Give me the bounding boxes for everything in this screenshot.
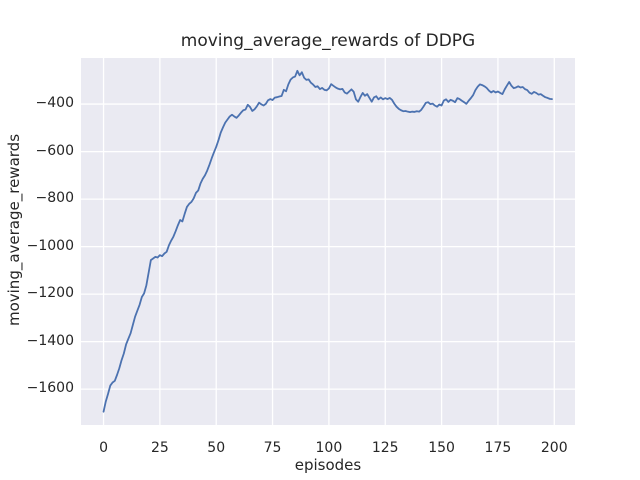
x-axis-label: episodes	[294, 456, 362, 474]
y-tick-label: −400	[35, 95, 74, 112]
x-tick-label: 175	[484, 440, 512, 456]
x-tick-label: 125	[371, 440, 399, 456]
y-tick-label: −1200	[26, 285, 74, 302]
y-tick-label: −1000	[26, 237, 74, 254]
y-tick-label: −800	[35, 190, 74, 207]
y-tick-label: −1400	[26, 332, 74, 349]
series-line-moving_average_rewards	[102, 69, 553, 413]
x-tick-label: 200	[540, 440, 568, 456]
axes-background	[81, 58, 575, 425]
x-tick-label: 100	[315, 440, 343, 456]
x-tick-label: 50	[207, 440, 226, 456]
x-tick-label: 0	[99, 440, 108, 456]
y-tick-label: −1600	[26, 380, 74, 397]
x-tick-label: 150	[428, 440, 455, 456]
x-tick-label: 25	[150, 440, 169, 456]
y-tick-label: −600	[35, 142, 74, 159]
chart-title: moving_average_rewards of DDPG	[180, 31, 476, 51]
x-tick-label: 75	[263, 440, 282, 456]
